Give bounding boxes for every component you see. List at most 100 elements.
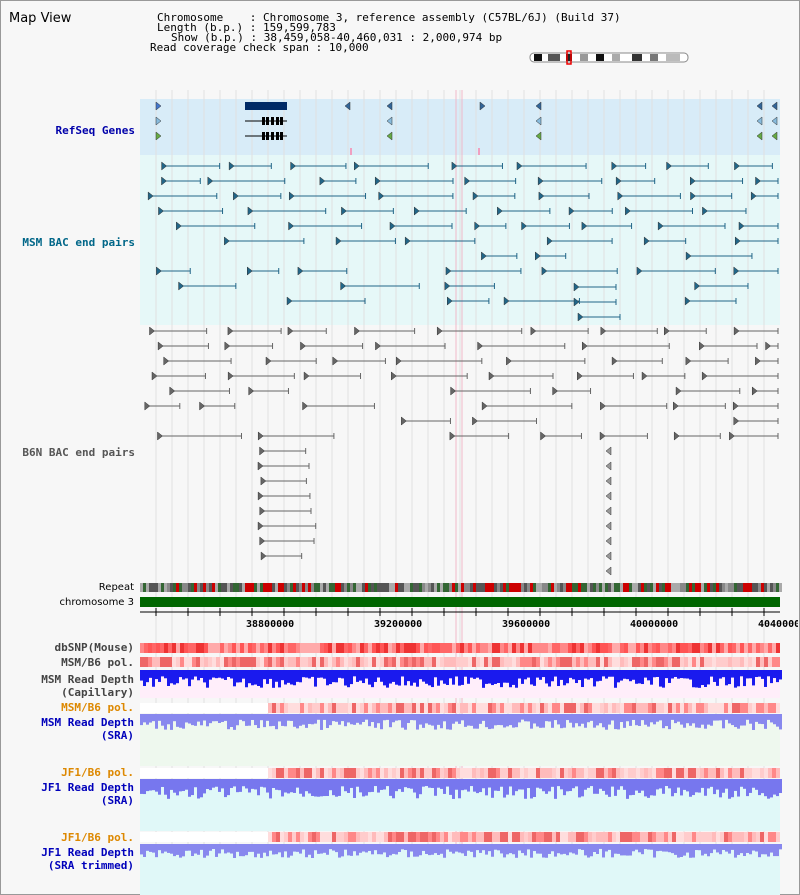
jf1-pol-cell xyxy=(356,768,360,778)
msm-sra-pol-cell xyxy=(424,703,428,713)
jf1-sra-depth xyxy=(704,779,707,796)
jf1-pol-cell xyxy=(728,768,732,778)
msm-pol-cell xyxy=(244,657,248,667)
jf1-sra-depth xyxy=(614,779,617,796)
jf1-sra-depth xyxy=(266,779,269,793)
msm-cap-depth xyxy=(671,670,674,679)
jf1-sra-depth xyxy=(377,779,380,793)
jf1-sra-depth xyxy=(170,779,173,790)
msm-bac-label[interactable]: MSM BAC end pairs xyxy=(22,236,135,249)
dbsnp-cell xyxy=(432,643,436,653)
chromosome-bar[interactable] xyxy=(140,597,780,607)
gene-arrow xyxy=(386,101,393,111)
msm-sra-pol-cell xyxy=(192,703,196,713)
jf1-pol-cell xyxy=(304,768,308,778)
msm-sra-pol-cell xyxy=(676,703,680,713)
msm-sra-depth xyxy=(590,714,593,721)
jf1-depth-trim-line2: (SRA trimmed) xyxy=(47,859,134,872)
msm-sra-pol-cell xyxy=(396,703,400,713)
msm-cap-depth xyxy=(395,670,398,685)
gene-arrow xyxy=(155,131,162,141)
jf1-trim-depth xyxy=(338,844,341,858)
repeat-track[interactable] xyxy=(140,583,782,592)
msm-sra-depth xyxy=(191,714,194,726)
jf1-sra-depth xyxy=(593,779,596,794)
msm-sra-pol-cell xyxy=(328,703,332,713)
msm-cap-depth xyxy=(140,670,143,681)
refseq-genes-label[interactable]: RefSeq Genes xyxy=(55,124,135,137)
jf1-pol-cell xyxy=(252,768,256,778)
jf1-trim-depth xyxy=(680,844,683,857)
jf1-trim-pol-cell xyxy=(400,832,404,842)
jf1-trim-pol-cell xyxy=(512,832,516,842)
msm-pol-cell xyxy=(720,657,724,667)
msm-cap-depth xyxy=(428,670,431,686)
jf1-trim-depth xyxy=(650,844,653,850)
jf1-sra-depth xyxy=(455,779,458,790)
refseq-genes-track[interactable] xyxy=(155,101,778,155)
msm-pol-cell xyxy=(676,657,680,667)
axis-tick-label: 38800000 xyxy=(246,619,295,630)
msm-cap-depth xyxy=(374,670,377,682)
msm-sra-depth xyxy=(368,714,371,727)
jf1-sra-depth xyxy=(263,779,266,788)
jf1-sra-depth xyxy=(161,779,164,787)
dbsnp-cell xyxy=(592,643,596,653)
dbsnp-cell xyxy=(232,643,236,653)
position-axis xyxy=(140,608,780,616)
msm-sra-pol-cell xyxy=(412,703,416,713)
msm-cap-depth xyxy=(647,670,650,681)
repeat-segment xyxy=(716,583,719,592)
jf1-sra-depth xyxy=(404,779,407,788)
jf1-trim-pol-cell xyxy=(228,832,232,842)
msm-cap-depth xyxy=(416,670,419,687)
dbsnp-label: dbSNP(Mouse) xyxy=(54,641,134,654)
b6n-bac-track[interactable] xyxy=(144,326,779,576)
jf1-sra-depth xyxy=(617,779,620,790)
jf1-pol-cell xyxy=(540,768,544,778)
jf1-trim-depth xyxy=(149,844,152,852)
jf1-trim-pol-cell xyxy=(424,832,428,842)
msm-pol-cell xyxy=(776,657,780,667)
msm-bac-track[interactable] xyxy=(147,161,779,322)
msm-pol-cell xyxy=(564,657,568,667)
msm-cap-depth xyxy=(200,670,203,678)
msm-sra-depth xyxy=(245,714,248,726)
jf1-sra-depth xyxy=(515,779,518,792)
jf1-pol-cell xyxy=(380,768,384,778)
msm-cap-depth xyxy=(437,670,440,686)
msm-pair-end xyxy=(445,266,452,276)
jf1-pol-cell xyxy=(604,768,608,778)
msm-sra-depth xyxy=(449,714,452,730)
repeat-segment xyxy=(761,583,764,592)
msm-pol-cell xyxy=(352,657,356,667)
dbsnp-cell xyxy=(628,643,632,653)
b6n-pair-end xyxy=(581,341,588,351)
dbsnp-cell xyxy=(244,643,248,653)
msm-sra-pol-cell xyxy=(640,703,644,713)
b6n-end xyxy=(605,566,612,576)
dbsnp-cell xyxy=(220,643,224,653)
repeat-segment xyxy=(734,583,737,592)
msm-sra-depth xyxy=(230,714,233,727)
dbsnp-cell xyxy=(564,643,568,653)
msm-cap-depth xyxy=(326,670,329,686)
msm-sra-pol-cell xyxy=(252,703,256,713)
chromosome-ideogram[interactable] xyxy=(529,50,689,65)
msm-sra-pol-cell xyxy=(768,703,772,713)
jf1-trim-depth xyxy=(482,844,485,851)
msm-cap-depth xyxy=(287,670,290,683)
jf1-pol-cell xyxy=(648,768,652,778)
repeat-segment xyxy=(542,583,545,592)
jf1-pol-cell xyxy=(620,768,624,778)
jf1-sra-depth xyxy=(383,779,386,790)
dbsnp-cell xyxy=(724,643,728,653)
repeat-segment xyxy=(338,583,341,592)
msm-pol-cell xyxy=(376,657,380,667)
jf1-trim-depth xyxy=(158,844,161,851)
b6n-bac-label[interactable]: B6N BAC end pairs xyxy=(22,446,135,459)
dbsnp-cell xyxy=(260,643,264,653)
variation-tracks[interactable] xyxy=(140,643,782,895)
dbsnp-cell xyxy=(276,643,280,653)
